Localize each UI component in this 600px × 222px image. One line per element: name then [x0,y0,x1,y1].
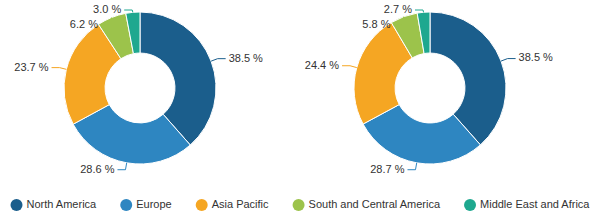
donut-chart: 38.5 % 28.6 % 23.7 % 6.2 % 3.0 % [14,3,263,175]
legend-item: Middle East and Africa [464,198,590,211]
leader-line [393,17,403,25]
data-label: 38.5 % [519,51,553,63]
chart-canvas: 38.5 % 28.6 % 23.7 % 6.2 % 3.0 % 38.5 % 28.7 %… [0,0,600,222]
leader-line [407,163,416,170]
legend-item: Asia Pacific [196,198,269,211]
legend-label: Europe [136,198,171,210]
legend-swatch [196,199,208,211]
data-label: 5.8 % [362,18,390,30]
data-labels: 38.5 % 28.6 % 23.7 % 6.2 % 3.0 % [14,3,263,175]
leader-line [415,10,424,12]
data-label: 38.5 % [229,52,263,64]
legend-swatch [120,199,132,211]
legend-swatch [293,199,305,211]
leader-line [211,59,226,61]
leader-line [501,59,516,61]
legend: North America Europe Asia Pacific South and… [11,198,591,211]
leader-line [52,68,67,70]
slice [126,12,140,54]
data-label: 28.7 % [370,163,404,175]
legend-item: South and Central America [293,198,441,211]
legend-label: North America [27,198,98,210]
slices [64,12,216,164]
data-labels: 38.5 % 28.7 % 24.4 % 5.8 % 2.7 % [305,3,553,175]
data-label: 3.0 % [93,3,121,15]
legend-label: South and Central America [309,198,441,210]
data-label: 6.2 % [70,18,98,30]
legend-swatch [464,199,476,211]
data-label: 23.7 % [14,61,48,73]
slices [354,12,506,164]
leader-line [342,66,357,68]
data-label: 24.4 % [305,59,339,71]
legend-item: North America [11,198,98,211]
leader-line [117,163,126,170]
legend-swatch [11,199,23,211]
leader-line [124,10,133,12]
legend-item: Europe [120,198,171,211]
legend-label: Asia Pacific [212,198,269,210]
data-label: 28.6 % [80,163,114,175]
legend-label: Middle East and Africa [480,198,590,210]
donut-chart: 38.5 % 28.7 % 24.4 % 5.8 % 2.7 % [305,3,553,175]
leader-line [101,18,112,25]
slice [417,12,430,54]
data-label: 2.7 % [384,3,412,15]
